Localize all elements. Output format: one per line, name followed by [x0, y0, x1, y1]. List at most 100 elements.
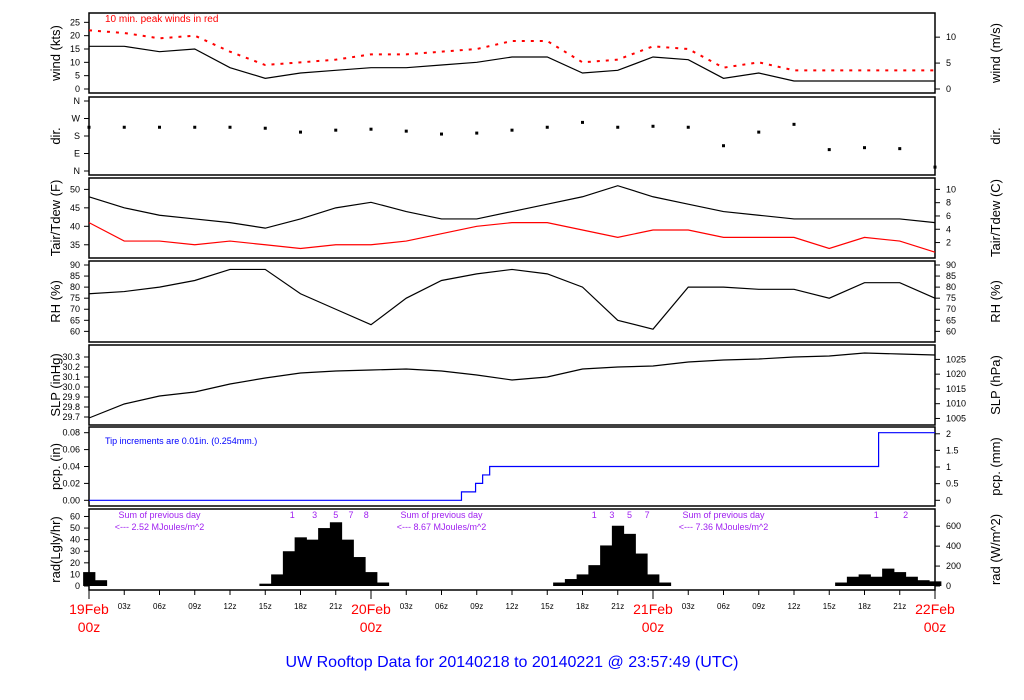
rh-ytick-right-label: 70: [946, 304, 956, 314]
pcp-ytick-label: 0.02: [62, 478, 80, 488]
slp-ytick-label: 30.0: [62, 382, 80, 392]
slp-ytick-label: 30.3: [62, 352, 80, 362]
dir-ylabel: dir.: [48, 127, 63, 144]
rad-ytick-label: 50: [70, 523, 80, 533]
x-date-sub-label: 00z: [78, 619, 101, 635]
dir-point: [404, 129, 408, 133]
temp-ytick-right-label: 10: [946, 184, 956, 194]
dir-point: [827, 148, 831, 152]
rh-ytick-label: 60: [70, 326, 80, 336]
rad-ytick-label: 60: [70, 511, 80, 521]
dir-point: [863, 146, 866, 150]
slp-ylabel: SLP (inHg): [48, 353, 63, 416]
dir-point: [510, 128, 514, 132]
wind-ytick-label: 15: [70, 44, 80, 54]
rad-bar: [905, 576, 918, 586]
x-tick-label: 12z: [506, 602, 519, 611]
dir-point: [475, 131, 479, 135]
wind-series-10-min-peak-winds: [88, 29, 935, 72]
temp-ytick-label: 50: [70, 184, 80, 194]
dir-point: [87, 125, 91, 129]
rad-bar: [365, 572, 378, 586]
rad-ytick-label: 30: [70, 546, 80, 556]
wind-ylabel: wind (kts): [48, 25, 63, 82]
x-date-sub-label: 00z: [360, 619, 383, 635]
rad-hour-mark: 1: [592, 510, 597, 520]
pcp-ytick-right-label: 0.5: [946, 479, 959, 489]
rh-ytick-right-label: 75: [946, 293, 956, 303]
dir-frame: [88, 96, 936, 176]
rad-bar: [306, 539, 319, 586]
x-tick-label: 18z: [858, 602, 871, 611]
dir-ylabel-right: dir.: [988, 127, 1003, 144]
rad-ytick-right-label: 600: [946, 521, 961, 531]
x-tick-label: 15z: [823, 602, 836, 611]
rad-bar: [564, 579, 578, 586]
rh-ytick-right-label: 60: [946, 326, 956, 336]
temp-ytick-label: 40: [70, 221, 80, 231]
dir-point: [616, 125, 620, 129]
dir-point: [581, 120, 584, 124]
temp-ytick-label: 45: [70, 203, 80, 213]
slp-ytick-right-label: 1025: [946, 354, 966, 364]
slp-ytick-right-label: 1005: [946, 413, 966, 423]
rad-hour-mark: 7: [645, 510, 650, 520]
x-date-sub-label: 00z: [642, 619, 665, 635]
slp-ytick-label: 29.7: [62, 412, 80, 422]
rad-ytick-label: 10: [70, 569, 80, 579]
wind-ytick-right-label: 10: [946, 32, 956, 42]
rad-bar: [635, 553, 648, 586]
dir-ytick-label: S: [74, 131, 80, 141]
dir-point: [651, 124, 655, 128]
dir-point: [933, 165, 937, 169]
rad-ytick-label: 0: [75, 581, 80, 591]
wind-ytick-label: 10: [70, 57, 80, 67]
rh-ytick-right-label: 80: [946, 282, 956, 292]
dir-point: [158, 125, 161, 129]
rad-hour-mark: 5: [333, 510, 338, 520]
rad-ytick-right-label: 200: [946, 561, 961, 571]
rad-bar: [917, 580, 930, 586]
pcp-ytick-right-label: 2: [946, 429, 951, 439]
rad-bar: [353, 557, 366, 586]
rad-day-sum: <--- 7.36 MJoules/m^2: [679, 522, 769, 532]
rad-bar: [271, 574, 284, 586]
temp-ytick-right-label: 2: [946, 238, 951, 248]
rad-bar: [329, 522, 343, 586]
dir-point: [299, 130, 302, 134]
x-tick-label: 06z: [435, 602, 448, 611]
rh-ytick-right-label: 65: [946, 315, 956, 325]
pcp-series: [89, 432, 935, 501]
dir-ytick-label: N: [74, 96, 81, 106]
rh-ytick-label: 65: [70, 315, 80, 325]
slp-frame: [88, 344, 936, 426]
x-tick-label: 12z: [224, 602, 237, 611]
rad-hour-mark: 3: [312, 510, 317, 520]
x-date-label: 19Feb: [69, 601, 109, 617]
x-tick-label: 06z: [153, 602, 166, 611]
wind-ytick-label: 20: [70, 31, 80, 41]
temp-ytick-right-label: 8: [946, 198, 951, 208]
slp-ytick-right-label: 1015: [946, 384, 966, 394]
rad-ytick-right-label: 0: [946, 581, 951, 591]
rh-ytick-label: 75: [70, 293, 80, 303]
rad-ylabel-right: rad (W/m^2): [988, 514, 1003, 585]
pcp-ytick-label: 0.08: [62, 428, 80, 438]
wind-ytick-label: 0: [75, 84, 80, 94]
dir-point: [757, 130, 761, 134]
wind-ytick-right-label: 5: [946, 58, 951, 68]
rh-ytick-label: 70: [70, 304, 80, 314]
pcp-ytick-label: 0.00: [62, 495, 80, 505]
rh-ytick-label: 85: [70, 271, 80, 281]
rad-bar: [870, 576, 883, 586]
rad-bar: [259, 583, 272, 586]
rad-bar: [611, 525, 625, 586]
rad-bar: [282, 551, 296, 586]
rad-bar: [858, 574, 871, 586]
rh-ytick-label: 80: [70, 282, 80, 292]
rad-bar: [846, 576, 860, 586]
wind-ylabel-right: wind (m/s): [988, 23, 1003, 84]
rad-hour-mark: 1: [290, 510, 295, 520]
rad-day-note: Sum of previous day: [118, 510, 201, 520]
